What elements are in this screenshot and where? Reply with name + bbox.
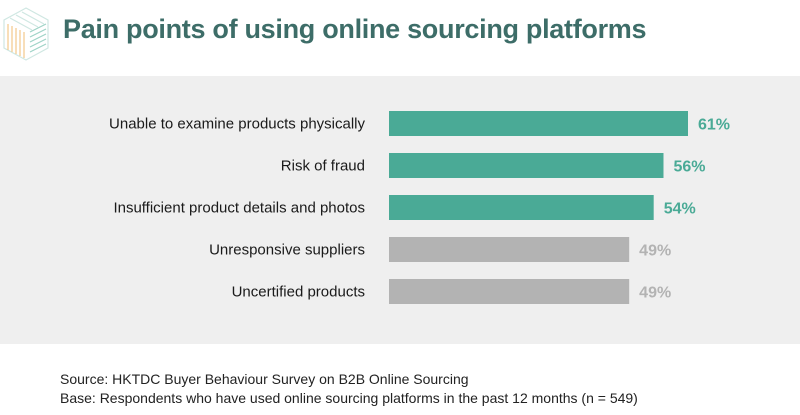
source-note: Source: HKTDC Buyer Behaviour Survey on …: [60, 371, 469, 387]
bar: [389, 111, 688, 136]
value-label: 54%: [664, 201, 696, 218]
page-title: Pain points of using online sourcing pla…: [63, 14, 647, 44]
value-label: 49%: [639, 285, 671, 302]
base-note: Base: Respondents who have used online s…: [60, 390, 638, 406]
bar-chart: Unable to examine products physically 61%…: [109, 111, 730, 304]
value-label: 49%: [639, 243, 671, 260]
category-label: Unresponsive suppliers: [209, 242, 365, 259]
category-label: Insufficient product details and photos: [113, 200, 365, 217]
bar: [389, 279, 630, 304]
value-label: 56%: [673, 159, 705, 176]
bar: [389, 195, 654, 220]
bar: [389, 237, 630, 262]
value-label: 61%: [698, 117, 730, 134]
header: Pain points of using online sourcing pla…: [0, 0, 800, 74]
chart-panel: Unable to examine products physically 61%…: [0, 76, 800, 344]
footer: Source: HKTDC Buyer Behaviour Survey on …: [60, 370, 638, 408]
bar: [389, 153, 664, 178]
cube-logo-icon: [3, 7, 49, 61]
category-label: Risk of fraud: [281, 158, 365, 175]
category-label: Uncertified products: [232, 284, 365, 301]
category-label: Unable to examine products physically: [109, 116, 365, 133]
